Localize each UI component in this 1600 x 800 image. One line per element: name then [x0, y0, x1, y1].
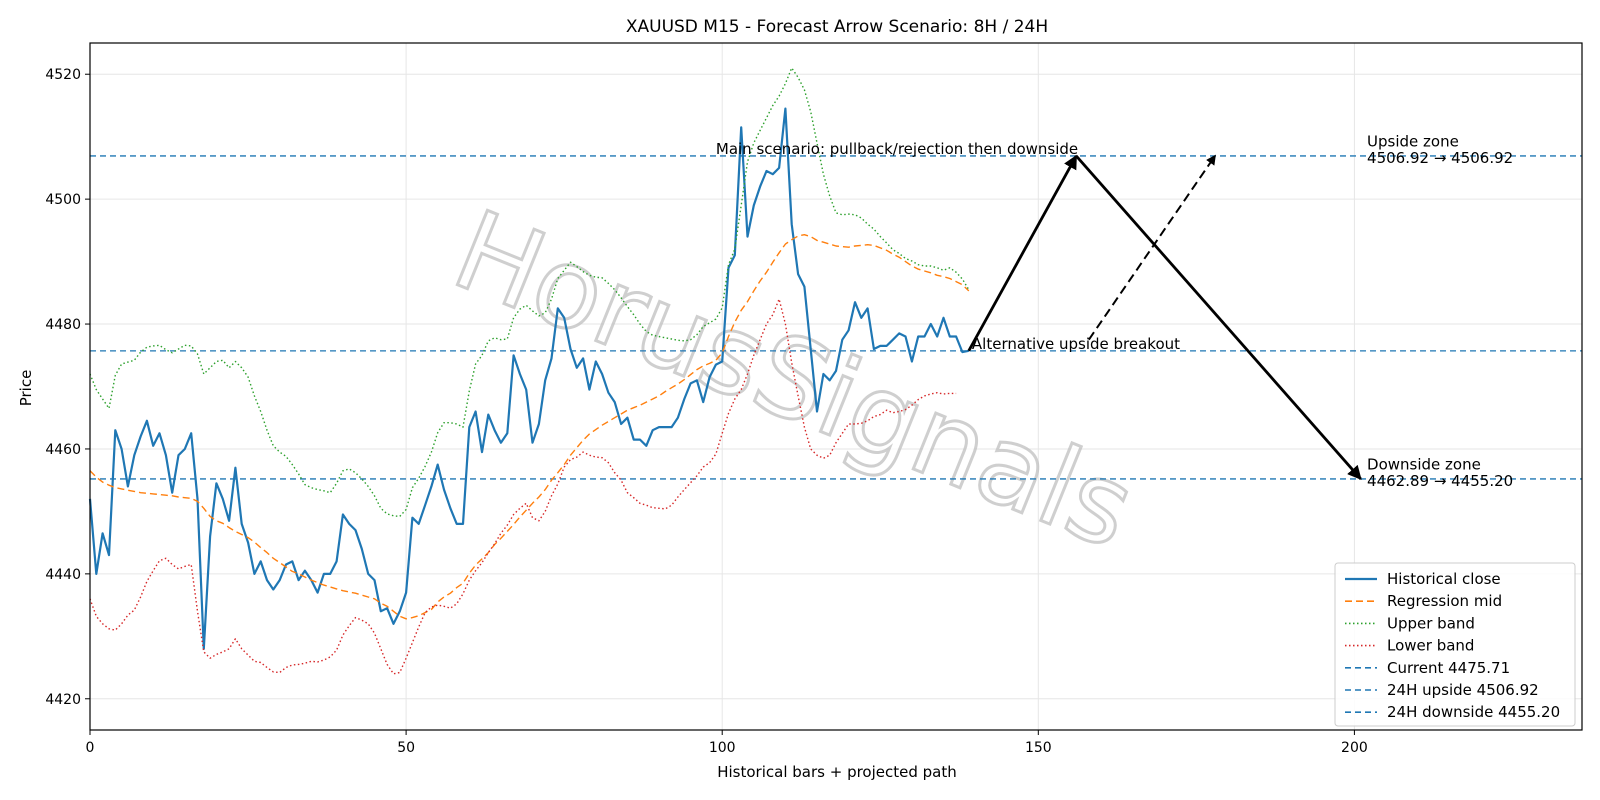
grid-lines	[89, 43, 1582, 730]
annotation-text: 4462.89 → 4455.20	[1367, 472, 1513, 490]
reference-lines	[90, 155, 1582, 480]
annotation-text: Upside zone	[1367, 133, 1459, 151]
annotation-text: 4506.92 → 4506.92	[1367, 149, 1513, 167]
legend-entry: Current 4475.71	[1387, 659, 1510, 677]
forecast-arrow	[1088, 154, 1217, 341]
chart-title: XAUUSD M15 - Forecast Arrow Scenario: 8H…	[626, 17, 1048, 37]
x-tick-label: 150	[1025, 740, 1052, 756]
series-line	[89, 298, 957, 675]
forecast-arrows	[967, 154, 1362, 480]
annotation-text: Alternative upside breakout	[972, 335, 1180, 353]
legend-entry: Historical close	[1387, 570, 1501, 588]
y-axis: 4420 4440 4460 4480 4500 4520	[45, 67, 90, 708]
y-tick-label: 4500	[45, 192, 81, 208]
y-tick-label: 4440	[45, 567, 81, 583]
forecast-arrow	[967, 154, 1078, 352]
series-lines	[88, 67, 970, 675]
forecast-arrow	[1075, 154, 1362, 480]
legend-entry: 24H downside 4455.20	[1387, 703, 1560, 721]
legend-box	[1334, 562, 1576, 727]
series-line	[88, 107, 970, 650]
x-tick-label: 0	[86, 740, 95, 756]
x-tick-label: 50	[397, 740, 415, 756]
series-line	[89, 233, 970, 620]
y-tick-label: 4520	[45, 67, 81, 83]
y-tick-label: 4420	[45, 692, 81, 708]
x-tick-label: 100	[709, 740, 736, 756]
y-tick-label: 4460	[45, 442, 81, 458]
x-axis-label: Historical bars + projected path	[717, 763, 957, 781]
legend-entry: 24H upside 4506.92	[1387, 681, 1539, 699]
legend-entry: Regression mid	[1387, 592, 1502, 610]
legend: Historical close Regression mid Upper band…	[1334, 562, 1576, 727]
legend-entry: Upper band	[1387, 614, 1475, 632]
annotation-text: Downside zone	[1367, 456, 1481, 474]
annotations: Main scenario: pullback/rejection then d…	[716, 133, 1513, 490]
legend-entry: Lower band	[1387, 637, 1474, 655]
x-axis: 0 50 100 150 200	[86, 730, 1368, 756]
plot-frame	[89, 42, 1583, 731]
y-tick-label: 4480	[45, 317, 81, 333]
y-axis-label: Price	[17, 370, 35, 407]
annotation-text: Main scenario: pullback/rejection then d…	[716, 140, 1078, 158]
series-line	[89, 67, 970, 518]
x-tick-label: 200	[1341, 740, 1368, 756]
